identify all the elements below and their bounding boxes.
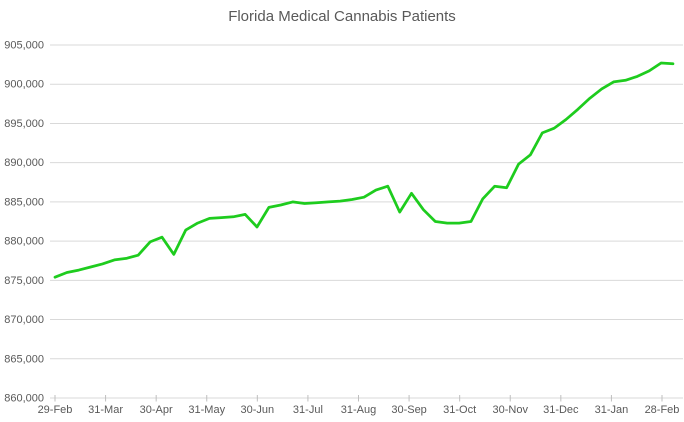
x-axis-label: 31-Jan bbox=[595, 404, 629, 416]
x-axis-label: 29-Feb bbox=[38, 404, 73, 416]
y-axis-label: 870,000 bbox=[4, 314, 44, 326]
x-axis-label: 28-Feb bbox=[645, 404, 680, 416]
y-axis-label: 875,000 bbox=[4, 275, 44, 287]
y-axis-label: 860,000 bbox=[4, 393, 44, 405]
data-line bbox=[53, 61, 675, 279]
y-axis-label: 895,000 bbox=[4, 118, 44, 130]
y-axis-label: 865,000 bbox=[4, 353, 44, 365]
chart-title: Florida Medical Cannabis Patients bbox=[228, 8, 456, 25]
x-axis-label: 30-Jun bbox=[241, 404, 275, 416]
x-axis-label: 31-Oct bbox=[443, 404, 476, 416]
x-axis-label: 31-Aug bbox=[341, 404, 376, 416]
x-axis-label: 31-Jul bbox=[293, 404, 323, 416]
y-axis-label: 885,000 bbox=[4, 196, 44, 208]
y-axis-label: 905,000 bbox=[4, 40, 44, 52]
y-axis-label: 900,000 bbox=[4, 79, 44, 91]
x-axis-label: 30-Apr bbox=[140, 404, 173, 416]
x-axis-label: 30-Nov bbox=[493, 404, 529, 416]
x-axis-label: 31-Mar bbox=[88, 404, 123, 416]
x-axis-label: 30-Sep bbox=[391, 404, 426, 416]
x-axis-label: 31-May bbox=[188, 404, 225, 416]
y-axis-label: 890,000 bbox=[4, 157, 44, 169]
x-axis-label: 31-Dec bbox=[543, 404, 579, 416]
y-axis-label: 880,000 bbox=[4, 236, 44, 248]
